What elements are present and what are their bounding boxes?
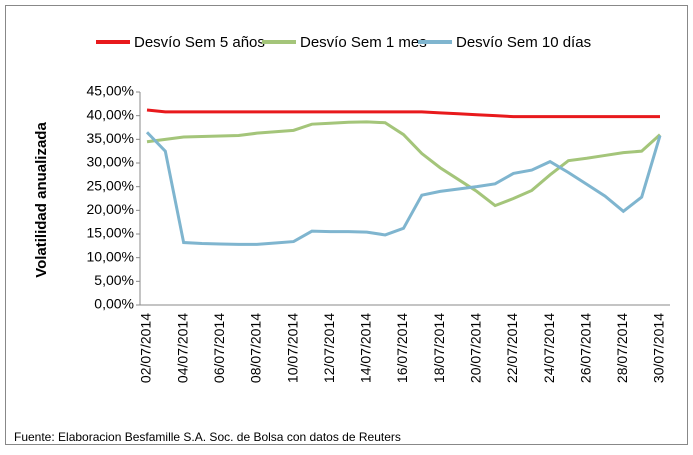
x-tick-label: 02/07/2014 [138, 313, 154, 383]
x-tick-label: 30/07/2014 [651, 313, 667, 383]
y-tick-label: 15,00% [87, 225, 134, 241]
y-tick-label: 0,00% [94, 296, 134, 312]
chart-border [5, 5, 688, 445]
series-line [146, 108, 660, 119]
legend-label: Desvío Sem 5 años [134, 34, 265, 51]
x-tick-label: 22/07/2014 [504, 313, 520, 383]
y-tick-label: 30,00% [87, 154, 134, 170]
x-tick-label: 04/07/2014 [174, 313, 190, 383]
x-tick-label: 14/07/2014 [358, 313, 374, 383]
x-tick-label: 20/07/2014 [467, 313, 483, 383]
x-tick-label: 18/07/2014 [431, 313, 447, 383]
series-line [146, 120, 662, 208]
x-tick-label: 16/07/2014 [394, 313, 410, 383]
legend-label: Desvío Sem 1 mes [300, 34, 427, 51]
legend-label: Desvío Sem 10 días [456, 34, 591, 51]
y-axis-label: Volatilidad anualizada [33, 122, 50, 278]
source-note: Fuente: Elaboracion Besfamille S.A. Soc.… [14, 430, 401, 444]
x-tick-label: 08/07/2014 [248, 313, 264, 383]
x-tick-label: 26/07/2014 [577, 313, 593, 383]
y-tick-label: 35,00% [87, 130, 134, 146]
x-tick-label: 28/07/2014 [614, 313, 630, 383]
x-tick-label: 06/07/2014 [211, 313, 227, 383]
y-tick-label: 40,00% [87, 106, 134, 122]
y-tick-label: 25,00% [87, 177, 134, 193]
y-tick-label: 5,00% [94, 272, 134, 288]
x-tick-label: 12/07/2014 [321, 313, 337, 383]
y-tick-label: 45,00% [87, 83, 134, 99]
x-tick-label: 24/07/2014 [541, 313, 557, 383]
series-line [145, 131, 662, 246]
y-tick-label: 10,00% [87, 248, 134, 264]
x-tick-label: 10/07/2014 [284, 313, 300, 383]
y-tick-label: 20,00% [87, 201, 134, 217]
